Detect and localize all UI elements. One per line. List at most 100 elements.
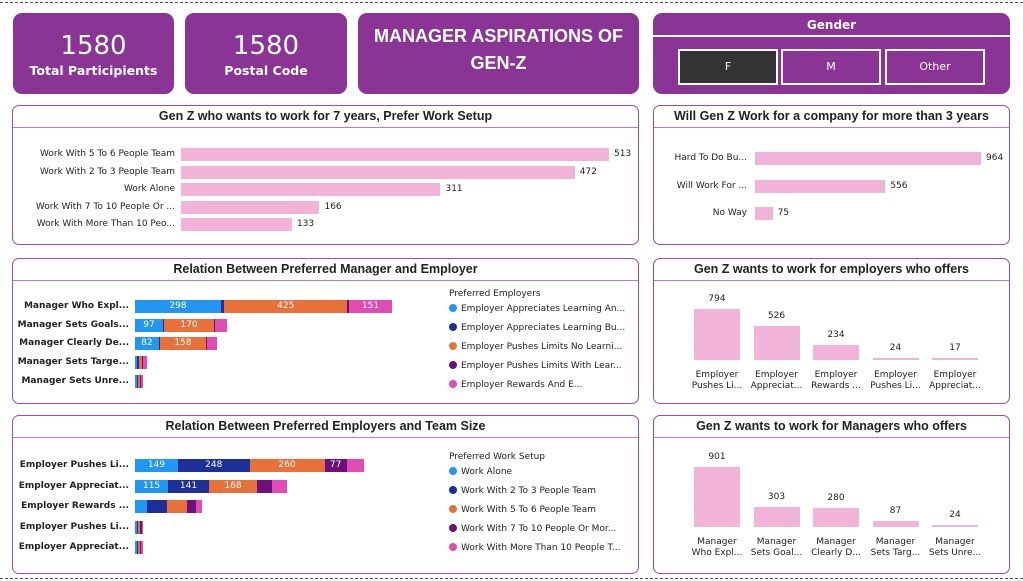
column-category-label-line: Rewards ... — [811, 381, 861, 391]
bar-segment[interactable] — [135, 374, 137, 388]
bar-segment[interactable] — [162, 318, 165, 332]
bar-segment[interactable] — [139, 374, 141, 388]
bar-segment[interactable] — [138, 374, 140, 388]
bar-segment[interactable] — [205, 337, 208, 351]
bar-segment[interactable] — [141, 541, 143, 554]
bar-segment[interactable] — [257, 479, 273, 493]
bar-segment[interactable]: 141 — [168, 479, 209, 493]
column[interactable] — [753, 506, 800, 527]
bar-segment[interactable] — [137, 356, 139, 370]
column[interactable] — [694, 309, 740, 360]
bar-segment[interactable] — [220, 300, 225, 313]
bar-segment[interactable] — [166, 500, 187, 513]
bar-segment[interactable] — [135, 520, 137, 534]
bar[interactable] — [181, 183, 441, 196]
bar-segment[interactable] — [272, 479, 287, 493]
legend-label: Work With 2 To 3 People Team — [461, 486, 597, 496]
bar-segment[interactable]: 115 — [135, 479, 169, 493]
legend-item[interactable]: Work With 7 To 10 People Or Mor... — [449, 523, 616, 535]
legend-item[interactable]: Employer Appreciates Learning Bu... — [449, 322, 625, 334]
bar-segment[interactable] — [136, 541, 138, 554]
bar-category-label: Manager Sets Goals... — [17, 319, 129, 330]
bar-segment[interactable] — [195, 500, 203, 513]
legend-item[interactable]: Work Alone — [449, 466, 512, 478]
bar[interactable] — [755, 207, 773, 220]
bar-segment[interactable] — [143, 356, 147, 370]
gender-slicer-title: Gender — [806, 18, 857, 32]
bar-segment[interactable] — [141, 520, 144, 534]
bar-category-label: Hard To Do Bu... — [674, 153, 748, 163]
column-category-label-line: Manager — [875, 537, 916, 547]
gender-option-m[interactable]: M — [781, 49, 881, 85]
bar[interactable] — [755, 152, 981, 165]
column[interactable] — [753, 326, 800, 360]
kpi-value: 1580 — [60, 31, 127, 61]
bar-segment[interactable] — [141, 356, 144, 370]
bar-segment[interactable]: 158 — [160, 337, 206, 351]
bar[interactable] — [181, 200, 320, 214]
bar[interactable] — [755, 179, 886, 193]
column-category-label-line: Pushes Li... — [870, 381, 921, 391]
legend-item[interactable]: Employer Pushes Limits With Lear... — [449, 360, 622, 372]
bar-segment[interactable]: 151 — [348, 300, 393, 313]
bar-segment[interactable] — [135, 500, 147, 513]
legend-title: Preferred Employers — [449, 289, 541, 299]
bar-segment[interactable] — [215, 318, 228, 332]
bar-segment[interactable]: 298 — [135, 300, 221, 313]
legend-dot-icon — [449, 486, 457, 494]
bar-segment[interactable] — [346, 459, 365, 472]
bar[interactable] — [181, 218, 292, 231]
column[interactable] — [694, 467, 740, 527]
bar-segment[interactable]: 97 — [135, 318, 163, 332]
bar-segment[interactable]: 168 — [208, 479, 258, 493]
bar[interactable] — [181, 165, 575, 179]
bar-segment[interactable] — [140, 520, 142, 534]
bar-segment[interactable] — [138, 356, 142, 370]
bar-segment[interactable]: 248 — [177, 459, 250, 472]
column-value-label: 24 — [889, 343, 902, 353]
column[interactable] — [872, 521, 919, 527]
bar-segment[interactable] — [347, 300, 349, 313]
legend-label: Employer Rewards And E... — [461, 380, 583, 390]
bar-value-label: 513 — [614, 149, 632, 159]
column[interactable] — [932, 358, 978, 360]
bar-segment[interactable]: 260 — [249, 459, 325, 472]
bar-segment[interactable] — [136, 520, 139, 534]
bar-segment[interactable] — [135, 541, 137, 554]
gender-option-f[interactable]: F — [678, 49, 778, 85]
bar-segment[interactable]: 77 — [324, 459, 347, 472]
legend-item[interactable]: Work With 2 To 3 People Team — [449, 485, 596, 497]
column-category-label: Manager Who Expl... — [686, 537, 748, 559]
bar-segment[interactable] — [213, 318, 216, 332]
legend-item[interactable]: Employer Pushes Limits No Learni... — [449, 341, 622, 353]
legend-item[interactable]: Employer Appreciates Learning An... — [449, 303, 625, 315]
legend-item[interactable]: Work With 5 To 6 People Team — [449, 504, 596, 516]
bar-segment[interactable]: 149 — [135, 459, 178, 472]
column-category-label-line: Pushes Li... — [691, 381, 743, 391]
bar-segment[interactable] — [139, 541, 141, 554]
column-value-label: 17 — [949, 343, 961, 353]
bar-segment[interactable] — [136, 374, 138, 388]
legend-item[interactable]: Employer Rewards And E... — [449, 379, 582, 391]
bar[interactable] — [181, 148, 609, 161]
bar-segment[interactable] — [207, 337, 217, 351]
column[interactable] — [813, 344, 859, 360]
bar-segment[interactable]: 82 — [135, 337, 159, 351]
bar-segment[interactable] — [158, 337, 161, 351]
gender-option-other[interactable]: Other — [885, 49, 985, 85]
bar-segment[interactable] — [135, 356, 138, 370]
bar-segment[interactable]: 425 — [224, 300, 348, 313]
column[interactable] — [872, 358, 919, 360]
column[interactable] — [932, 525, 978, 527]
bar-segment[interactable] — [141, 374, 144, 388]
legend-item[interactable]: Work With More Than 10 People T... — [449, 542, 621, 554]
bar-segment[interactable] — [186, 500, 196, 513]
bar-segment[interactable]: 170 — [164, 318, 214, 332]
column[interactable] — [813, 508, 859, 527]
bar-segment[interactable] — [138, 520, 141, 534]
column-category-label: Manager Sets Targ... — [865, 537, 927, 559]
bar-segment[interactable] — [146, 500, 167, 513]
bar-segment[interactable] — [138, 541, 140, 554]
column-category-label: Manager Sets Goal... — [746, 537, 808, 559]
bar-category-label: Work With 7 To 10 People Or ... — [35, 201, 175, 212]
